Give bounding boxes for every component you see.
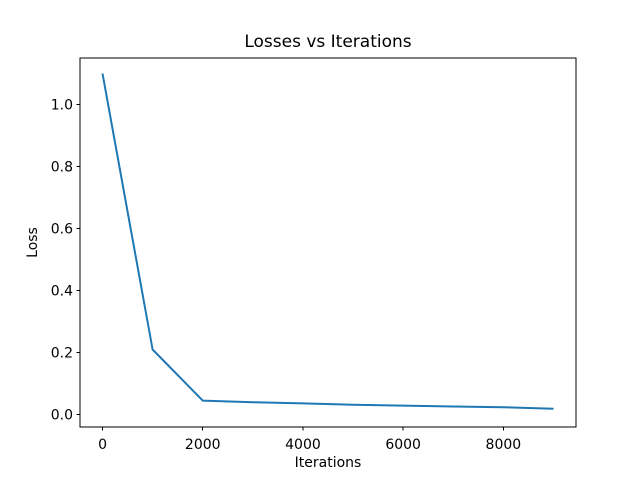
ticks-group: 0 2000 4000 6000 8000 0.0 0.2 0.4 0.6 0.8 1.0 [51, 98, 521, 453]
line-series-group [101, 73, 554, 410]
x-tick-label: 2000 [185, 437, 221, 453]
y-tick-label: 0.2 [51, 346, 73, 362]
y-tick-label: 0.8 [51, 160, 73, 176]
x-tick-label: 6000 [385, 437, 421, 453]
axes-spines [79, 57, 577, 428]
x-tick-label: 8000 [486, 437, 522, 453]
plot-area [80, 58, 576, 427]
x-tick-label: 0 [98, 437, 107, 453]
y-tick-label: 1.0 [51, 98, 73, 114]
y-tick-label: 0.6 [51, 222, 73, 238]
x-tick-label: 4000 [285, 437, 321, 453]
chart-title: Losses vs Iterations [244, 32, 411, 52]
y-tick-label: 0.4 [51, 284, 73, 300]
y-tick-label: 0.0 [51, 408, 73, 424]
y-axis-label: Loss [25, 227, 41, 258]
x-axis-label: Iterations [295, 455, 362, 471]
loss-line [101, 73, 554, 410]
